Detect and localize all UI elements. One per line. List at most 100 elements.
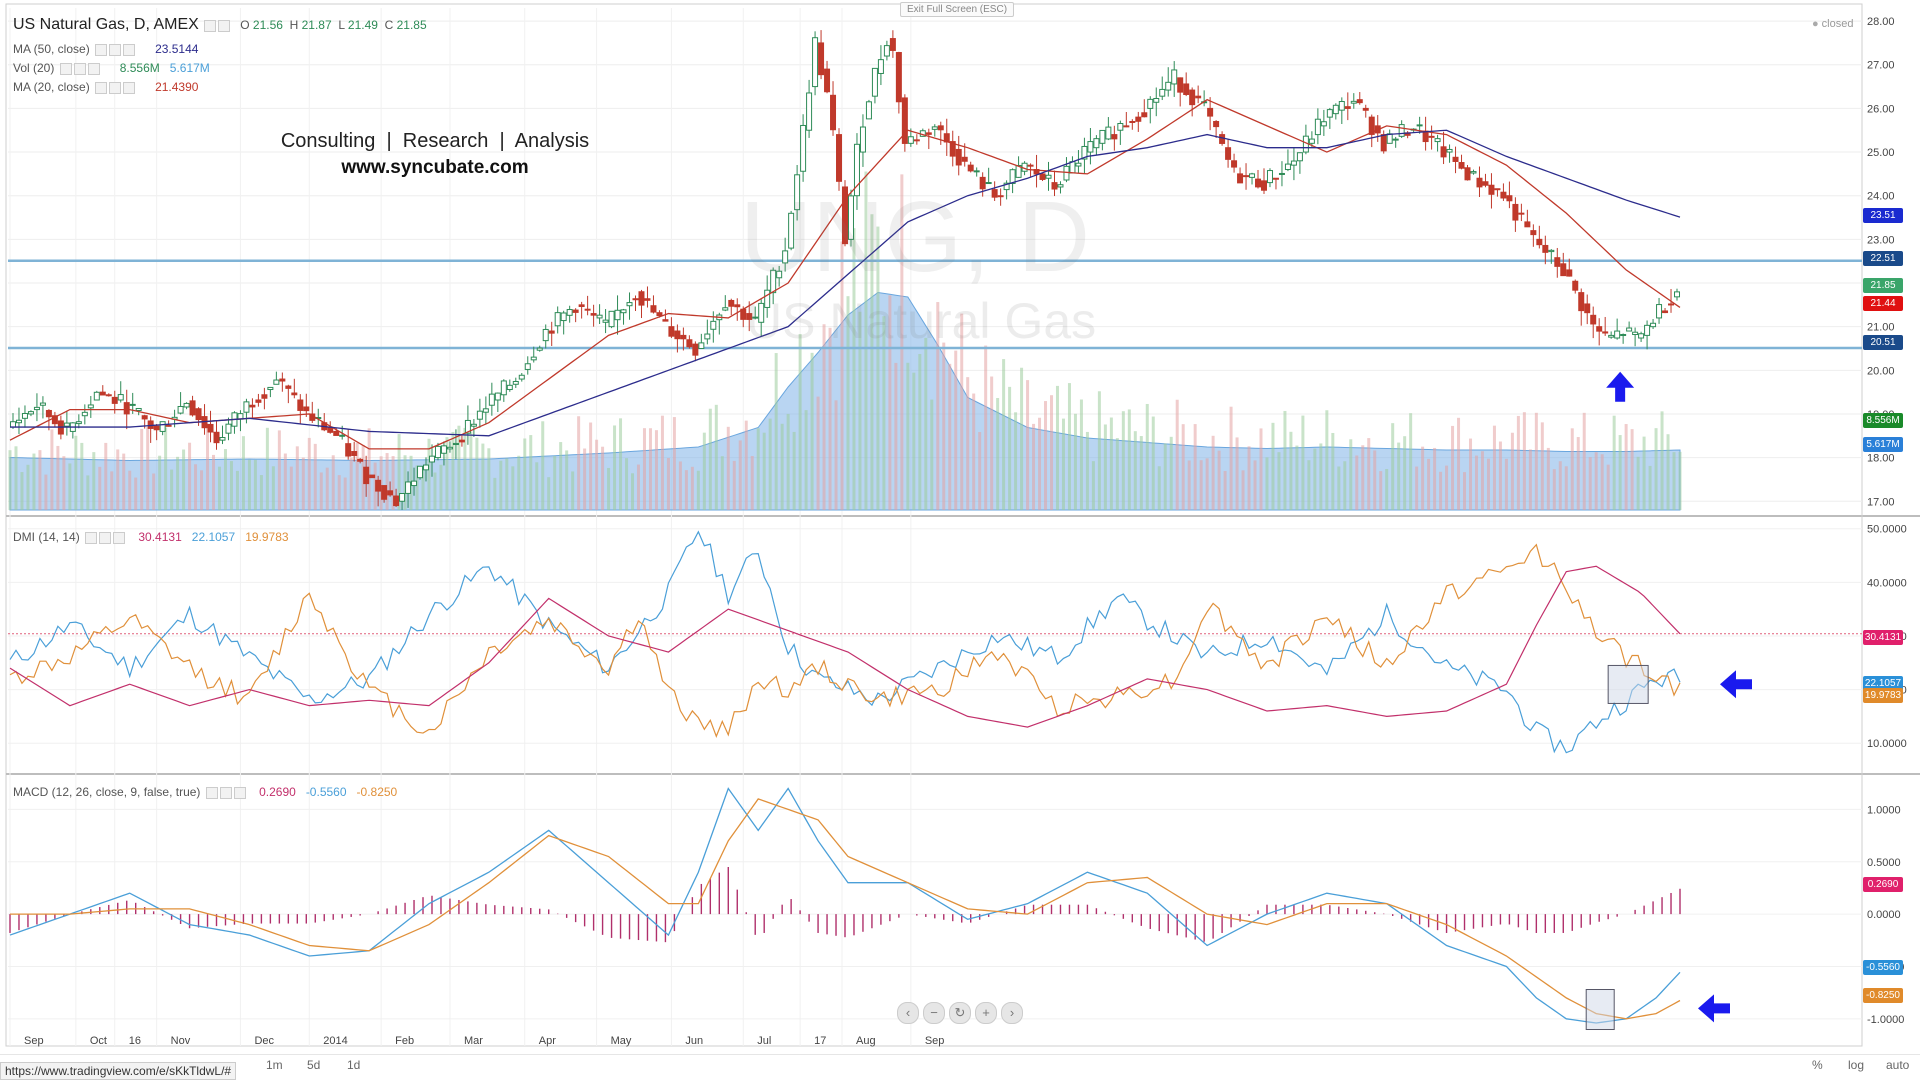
close-icon[interactable] bbox=[113, 531, 126, 544]
volume-bar bbox=[1522, 412, 1526, 510]
settings-icon[interactable] bbox=[204, 19, 217, 32]
main-legend: US Natural Gas, D, AMEX O 21.56 H 21.87 … bbox=[13, 16, 427, 34]
candle-body bbox=[440, 445, 447, 454]
eye-icon[interactable] bbox=[95, 81, 108, 94]
volume-bar bbox=[1594, 452, 1598, 510]
volume-bar bbox=[188, 442, 192, 510]
candle-body bbox=[1159, 88, 1166, 97]
up-arrow-annotation bbox=[1606, 371, 1635, 402]
candle-body bbox=[1284, 163, 1291, 171]
volume-bar bbox=[798, 334, 802, 510]
candle-body bbox=[1614, 330, 1621, 339]
candle-body bbox=[1662, 310, 1669, 314]
close-icon[interactable] bbox=[218, 19, 231, 32]
candle-body bbox=[632, 298, 639, 301]
close-icon[interactable] bbox=[123, 43, 136, 56]
settings-icon[interactable] bbox=[109, 81, 122, 94]
volume-bar bbox=[493, 477, 497, 510]
percent-scale-button[interactable]: % bbox=[1812, 1058, 1823, 1072]
volume-bar bbox=[511, 466, 515, 510]
candle-body bbox=[1087, 141, 1094, 153]
candle-body bbox=[123, 402, 130, 415]
candle-body bbox=[189, 400, 196, 416]
settings-icon[interactable] bbox=[219, 786, 232, 799]
candle-body bbox=[1003, 182, 1010, 191]
volume-bar bbox=[864, 171, 868, 510]
volume-bar bbox=[1415, 466, 1419, 510]
volume-bar bbox=[553, 455, 557, 510]
range-1d-button[interactable]: 1d bbox=[347, 1058, 361, 1072]
macd-line bbox=[9, 787, 1681, 1024]
branding-tagline: Consulting | Research | Analysis bbox=[280, 130, 590, 152]
volume-bar bbox=[1630, 429, 1634, 510]
candle-body bbox=[1632, 331, 1639, 336]
candle-body bbox=[1446, 148, 1453, 153]
eye-icon[interactable] bbox=[95, 43, 108, 56]
log-scale-button[interactable]: log bbox=[1848, 1058, 1865, 1072]
reset-chart-button[interactable]: ↻ bbox=[949, 1002, 971, 1024]
close-icon[interactable] bbox=[123, 81, 136, 94]
zoom-out-button[interactable]: − bbox=[923, 1002, 945, 1024]
adx-value: 30.4131 bbox=[138, 530, 182, 544]
volume-bar bbox=[966, 377, 970, 510]
candle-body bbox=[764, 289, 771, 308]
candle-body bbox=[608, 310, 615, 328]
settings-icon[interactable] bbox=[109, 43, 122, 56]
volume-bar bbox=[1313, 448, 1317, 510]
volume-bar bbox=[1193, 424, 1197, 510]
eye-icon[interactable] bbox=[205, 786, 218, 799]
time-axis-label: Dec bbox=[254, 1035, 274, 1047]
volume-bar bbox=[1498, 441, 1502, 510]
zoom-in-button[interactable]: + bbox=[975, 1002, 997, 1024]
candle-body bbox=[842, 186, 848, 245]
candle-body bbox=[494, 392, 501, 401]
volume-bar bbox=[930, 399, 934, 510]
volume-bar bbox=[625, 458, 629, 510]
candle-body bbox=[1596, 326, 1603, 332]
candle-body bbox=[423, 464, 430, 471]
volume-bar bbox=[804, 410, 808, 510]
macd-tick-label: 0.0000 bbox=[1867, 909, 1901, 921]
volume-bar bbox=[828, 327, 832, 510]
candle-body bbox=[877, 59, 884, 74]
volume-bar bbox=[319, 472, 323, 510]
candle-body bbox=[1051, 182, 1058, 190]
volume-bar bbox=[1331, 432, 1335, 510]
volume-bar bbox=[182, 449, 186, 510]
volume-bar bbox=[1157, 466, 1161, 510]
candle-body bbox=[883, 45, 890, 57]
settings-icon[interactable] bbox=[73, 62, 86, 75]
candle-body bbox=[1207, 107, 1214, 117]
volume-bar bbox=[1139, 436, 1143, 510]
candle-body bbox=[1362, 107, 1369, 111]
candle-body bbox=[1560, 263, 1567, 277]
range-1m-button[interactable]: 1m bbox=[266, 1058, 283, 1072]
branding: Consulting | Research | Analysis www.syn… bbox=[240, 130, 630, 179]
volume-bar bbox=[1038, 417, 1042, 510]
candle-body bbox=[1584, 303, 1591, 314]
range-5d-button[interactable]: 5d bbox=[307, 1058, 321, 1072]
candle-body bbox=[195, 408, 202, 421]
scroll-left-button[interactable]: ‹ bbox=[897, 1002, 919, 1024]
settings-icon[interactable] bbox=[99, 531, 112, 544]
volume-bar bbox=[283, 453, 287, 510]
open-label: O bbox=[240, 18, 250, 32]
candle-body bbox=[39, 402, 46, 406]
volume-bar bbox=[996, 397, 1000, 510]
eye-icon[interactable] bbox=[85, 531, 98, 544]
volume-bar bbox=[756, 428, 760, 510]
candle-body bbox=[1392, 138, 1399, 141]
scroll-right-button[interactable]: › bbox=[1001, 1002, 1023, 1024]
close-icon[interactable] bbox=[87, 62, 100, 75]
volume-bar bbox=[1492, 425, 1496, 510]
candle-body bbox=[1488, 184, 1495, 195]
volume-bar bbox=[523, 438, 527, 510]
eye-icon[interactable] bbox=[59, 62, 72, 75]
volume-bar bbox=[1373, 450, 1377, 510]
candle-body bbox=[973, 170, 980, 173]
exit-fullscreen-button[interactable]: Exit Full Screen (ESC) bbox=[900, 2, 1015, 17]
auto-scale-button[interactable]: auto bbox=[1886, 1058, 1910, 1072]
close-icon[interactable] bbox=[233, 786, 246, 799]
watermark-name: US Natural Gas bbox=[746, 293, 1097, 349]
